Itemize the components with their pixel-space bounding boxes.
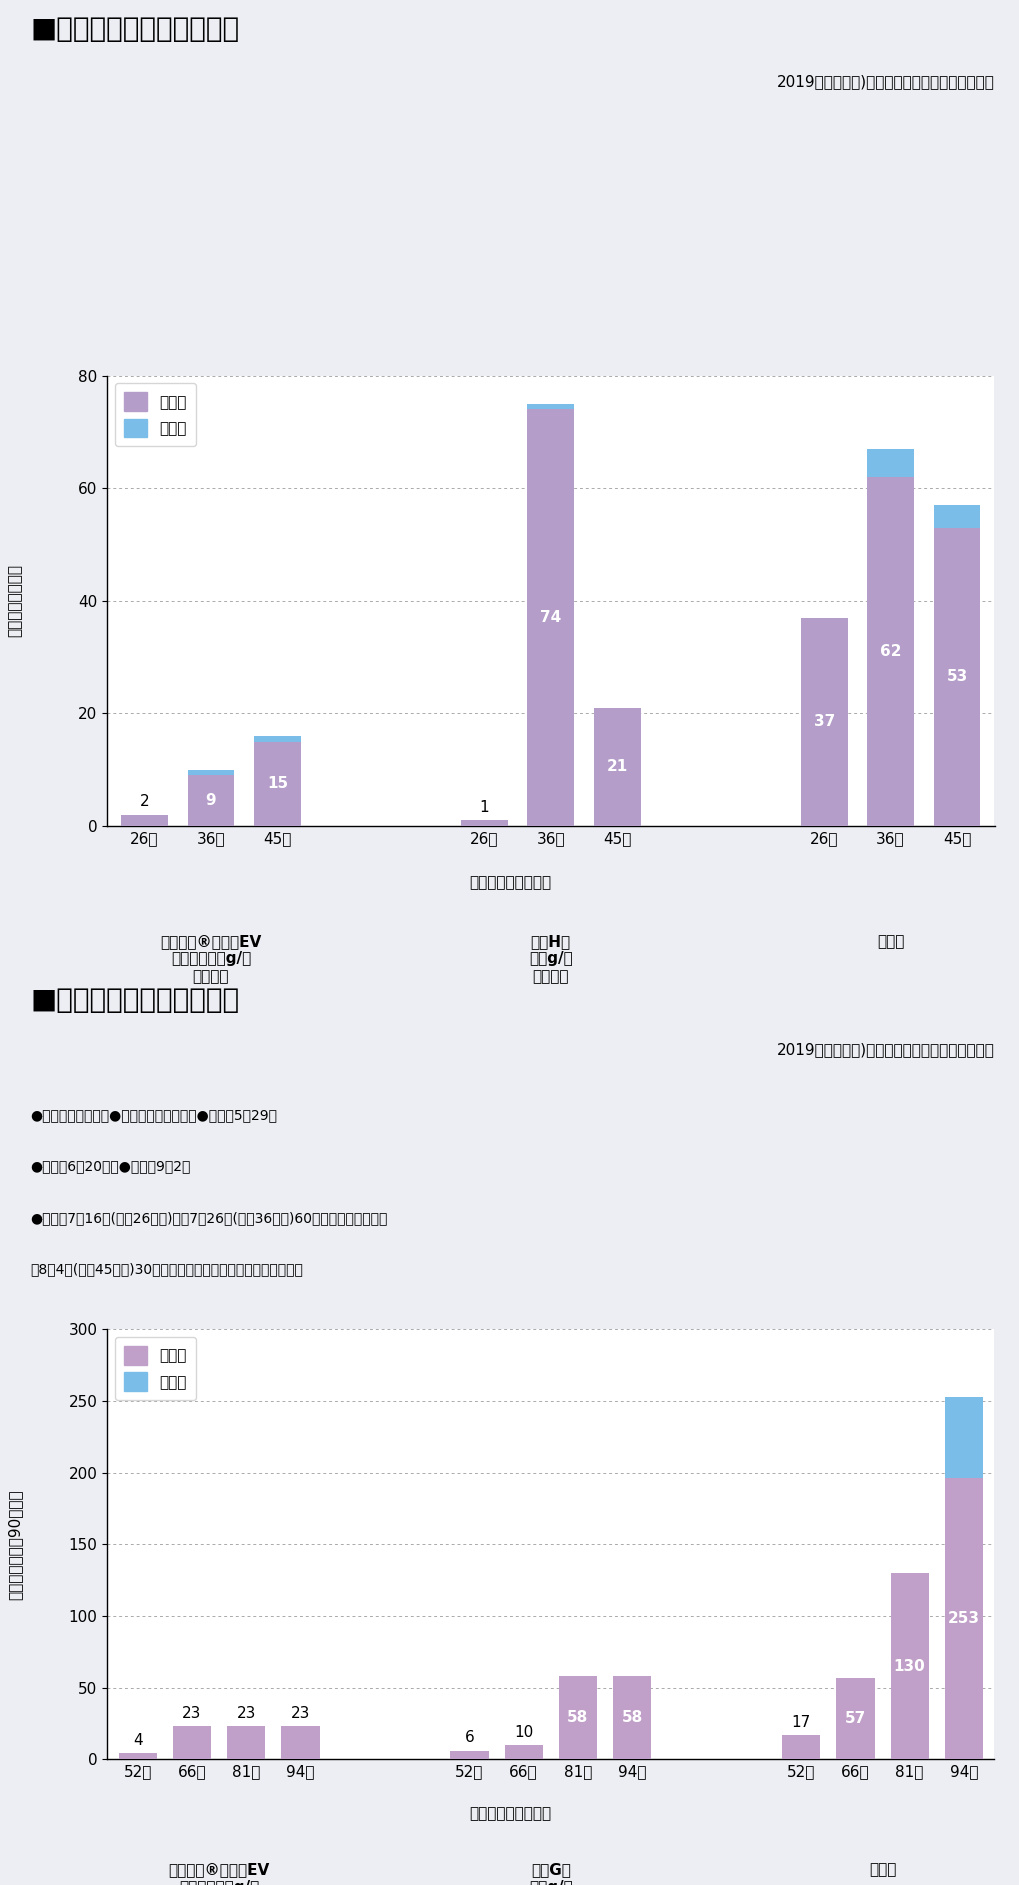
Text: 10: 10 — [514, 1725, 533, 1740]
Bar — [890, 1572, 928, 1759]
Text: ヨーバル®パワーEV
笥粒劑　５０g/笥
は種時覆土前: ヨーバル®パワーEV 笥粒劑 ５０g/笥 は種時覆土前 — [168, 1862, 269, 1885]
Text: 《　移植後日数　》: 《 移植後日数 》 — [469, 1806, 550, 1821]
Bar — [944, 1397, 982, 1478]
Text: 対照G劑
５０g/笥
移植3日前: 対照G劑 ５０g/笥 移植3日前 — [527, 1862, 574, 1885]
Bar — [527, 409, 574, 826]
Text: ●移植：6月20日　●出穂：9月2日: ●移植：6月20日 ●出穂：9月2日 — [31, 1159, 191, 1172]
Text: 15: 15 — [267, 777, 287, 792]
Bar — [172, 1727, 211, 1759]
Bar — [558, 1676, 596, 1759]
Text: 対照H劑
５０g/笥
移植当日: 対照H劑 ５０g/笥 移植当日 — [529, 935, 572, 984]
Bar — [121, 814, 168, 826]
Text: 4: 4 — [132, 1734, 143, 1747]
Text: 2: 2 — [140, 794, 149, 809]
Bar — [187, 769, 234, 775]
Text: 253: 253 — [947, 1612, 979, 1627]
Text: 8月4日(移植45日後)30株あたり成幼虫数　払落し法による調査: 8月4日(移植45日後)30株あたり成幼虫数 払落し法による調査 — [31, 1263, 304, 1276]
Text: 無処理: 無処理 — [868, 1862, 896, 1877]
Text: 23: 23 — [182, 1706, 202, 1721]
Bar — [612, 1676, 651, 1759]
Bar — [449, 1751, 488, 1759]
Bar — [118, 1753, 157, 1759]
Bar — [227, 1727, 265, 1759]
Text: 《　成幼虫数　》: 《 成幼虫数 》 — [8, 564, 22, 637]
Text: 21: 21 — [606, 760, 628, 775]
Legend: 幼虫数, 成虫数: 幼虫数, 成虫数 — [114, 1336, 196, 1401]
Text: 無処理: 無処理 — [876, 935, 904, 948]
Bar — [866, 477, 913, 826]
Text: 62: 62 — [879, 645, 901, 660]
Text: 9: 9 — [206, 794, 216, 809]
Text: 58: 58 — [567, 1710, 588, 1725]
Bar — [187, 775, 234, 826]
Text: ■トビイロウンカへの効果: ■トビイロウンカへの効果 — [31, 986, 239, 1014]
Text: 《　成幼虫数／90株　》: 《 成幼虫数／90株 》 — [8, 1489, 22, 1600]
Text: 6: 6 — [464, 1730, 474, 1746]
Text: ■ヒメトビウンカへの効果: ■ヒメトビウンカへの効果 — [31, 15, 239, 43]
Bar — [254, 735, 301, 741]
Text: 17: 17 — [791, 1715, 810, 1730]
Bar — [932, 505, 979, 528]
Legend: 幼虫数, 成虫数: 幼虫数, 成虫数 — [114, 383, 196, 447]
Text: 1: 1 — [479, 799, 489, 814]
Text: 23: 23 — [236, 1706, 256, 1721]
Bar — [944, 1478, 982, 1759]
Bar — [461, 820, 507, 826]
Text: 《　移植後日数　》: 《 移植後日数 》 — [469, 875, 550, 890]
Bar — [836, 1678, 873, 1759]
Text: ●品種：にこまる　●発生状況：少発生　●は種：5月29日: ●品種：にこまる ●発生状況：少発生 ●は種：5月29日 — [31, 1108, 277, 1122]
Bar — [593, 709, 640, 826]
Bar — [281, 1727, 319, 1759]
Text: 2019年　（一社)日本植物防疫協会　宮崎試験場: 2019年 （一社)日本植物防疫協会 宮崎試験場 — [775, 1042, 994, 1057]
Bar — [527, 403, 574, 409]
Bar — [932, 528, 979, 826]
Bar — [254, 741, 301, 826]
Text: 74: 74 — [540, 611, 560, 626]
Text: 57: 57 — [844, 1712, 865, 1727]
Text: 58: 58 — [621, 1710, 642, 1725]
Bar — [866, 449, 913, 477]
Text: ●調査：7月16日(移植26日後)、是7月26日(移植36日後)60株あたり成幼虫数、: ●調査：7月16日(移植26日後)、是7月26日(移植36日後)60株あたり成幼… — [31, 1210, 387, 1225]
Bar — [504, 1746, 542, 1759]
Text: 53: 53 — [946, 669, 967, 684]
Bar — [800, 618, 847, 826]
Text: 2019年　（一社)日本植物防疫協会　岡山試験地: 2019年 （一社)日本植物防疫協会 岡山試験地 — [775, 74, 994, 89]
Text: 23: 23 — [290, 1706, 310, 1721]
Text: ヨーバル®パワーEV
笥粒劑　５０g/笥
移植当日: ヨーバル®パワーEV 笥粒劑 ５０g/笥 移植当日 — [160, 935, 261, 984]
Bar — [782, 1734, 819, 1759]
Text: 37: 37 — [813, 714, 834, 729]
Text: 130: 130 — [893, 1659, 924, 1674]
